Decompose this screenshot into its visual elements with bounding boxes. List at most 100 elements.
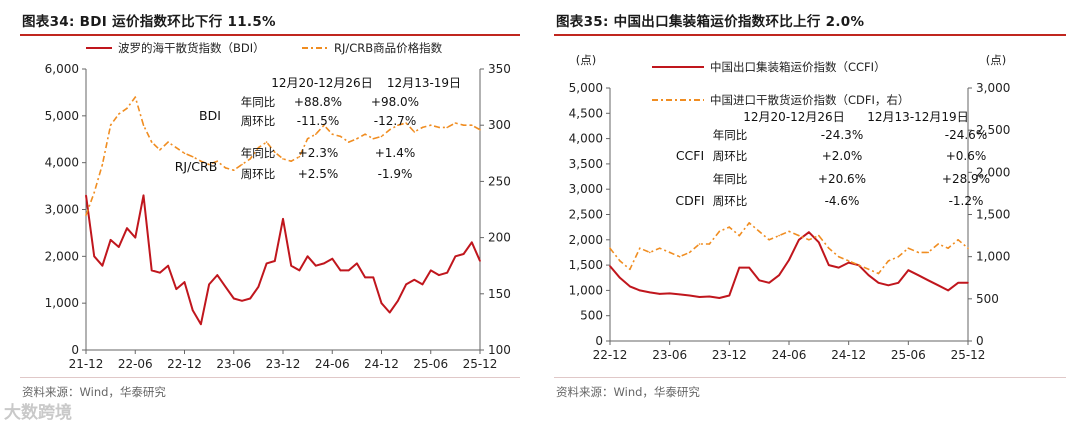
series-point xyxy=(708,295,711,298)
left-tick-label: 1,500 xyxy=(569,258,603,272)
series-point xyxy=(867,274,870,276)
legend-label: 中国出口集装箱运价指数（CCFI） xyxy=(710,60,886,74)
x-tick-label: 25-06 xyxy=(413,357,448,371)
series-point xyxy=(183,281,186,283)
series-point xyxy=(380,135,383,138)
x-tick-label: 24-12 xyxy=(364,357,399,371)
series-point xyxy=(274,151,276,153)
series-point xyxy=(421,126,424,129)
series-point xyxy=(257,146,260,149)
annotation-value: -11.5% xyxy=(297,114,339,128)
x-tick-label: 23-12 xyxy=(266,357,301,371)
series-point xyxy=(241,300,243,302)
series-point xyxy=(274,260,276,262)
series-point xyxy=(877,282,880,284)
series-point xyxy=(748,222,750,224)
annotation-value: -1.2% xyxy=(949,194,984,208)
left-tick-label: 500 xyxy=(580,309,603,323)
series-point xyxy=(837,266,840,269)
series-point xyxy=(134,96,137,98)
series-point xyxy=(897,282,900,284)
annotation-column-header: 12月20-12月26日 xyxy=(271,76,372,90)
series-point xyxy=(808,231,810,233)
series-point xyxy=(937,243,939,245)
series-point xyxy=(430,269,432,272)
x-tick-label: 25-12 xyxy=(463,357,498,371)
series-point xyxy=(282,218,284,220)
series-point xyxy=(462,124,465,126)
series-point xyxy=(947,289,949,292)
legend-label: RJ/CRB商品价格指数 xyxy=(334,41,443,55)
x-tick-label: 24-06 xyxy=(772,348,807,362)
series-point xyxy=(917,251,920,254)
series-point xyxy=(298,269,301,272)
series-point xyxy=(372,137,375,140)
right-tick-label: 2,000 xyxy=(976,165,1010,179)
x-tick-label: 25-12 xyxy=(951,348,986,362)
series-point xyxy=(698,296,701,298)
annotation-row-name: 年同比 xyxy=(241,146,276,160)
series-point xyxy=(688,294,691,297)
series-point xyxy=(282,158,284,160)
series-point xyxy=(479,128,481,131)
series-point xyxy=(315,133,317,135)
chart-title: 图表34: BDI 运价指数环比下行 11.5% xyxy=(22,14,276,30)
series-point xyxy=(249,297,251,300)
series-point xyxy=(446,126,449,129)
series-point xyxy=(778,274,780,276)
series-point xyxy=(828,264,830,266)
right-tick-label: 150 xyxy=(488,287,511,301)
series-point xyxy=(109,124,112,126)
series-point xyxy=(405,122,407,124)
legend-label: 中国进口干散货运价指数（CDFI，右） xyxy=(710,93,909,107)
series-point xyxy=(907,269,910,271)
annotation-value: -4.6% xyxy=(825,194,860,208)
series-point xyxy=(708,243,711,245)
series-point xyxy=(241,163,243,166)
series-point xyxy=(397,124,399,126)
series-point xyxy=(413,131,416,133)
series-point xyxy=(159,271,161,274)
series-point xyxy=(619,260,621,262)
left-tick-label: 0 xyxy=(71,343,79,357)
series-point xyxy=(658,247,661,249)
series-point xyxy=(430,124,432,126)
left-tick-label: 5,000 xyxy=(569,81,603,95)
series-point xyxy=(639,289,641,292)
annotation-group-label: CDFI xyxy=(675,193,704,208)
series-point xyxy=(668,292,671,295)
x-tick-label: 21-12 xyxy=(69,357,104,371)
left-tick-label: 4,000 xyxy=(569,132,603,146)
series-point xyxy=(471,124,473,126)
series-point xyxy=(768,239,770,241)
series-point xyxy=(649,291,651,294)
ccfi-chart-svg: 0 500 1,000 1,500 2,000 2,500 3,000 3,500 4,000 4… xyxy=(569,53,1011,362)
left-axis-unit: (点) xyxy=(576,53,596,67)
series-point xyxy=(224,286,227,288)
series-point xyxy=(298,155,301,158)
x-tick-label: 24-12 xyxy=(831,348,866,362)
series-point xyxy=(93,191,95,194)
series-point xyxy=(150,141,153,143)
series-point xyxy=(847,260,850,262)
right-tick-label: 2,500 xyxy=(976,123,1010,137)
annotation-value: +2.5% xyxy=(298,167,339,181)
annotation-value: +20.6% xyxy=(818,172,866,186)
series-point xyxy=(718,230,721,233)
series-point xyxy=(150,269,153,272)
series-point xyxy=(159,149,161,151)
series-point xyxy=(758,279,760,282)
series-point xyxy=(957,282,959,284)
left-tick-label: 4,500 xyxy=(569,106,603,120)
annotation-value: +2.3% xyxy=(298,146,339,160)
series-point xyxy=(339,135,342,138)
series-point xyxy=(208,283,210,286)
series-point xyxy=(798,234,800,237)
series-point xyxy=(290,160,293,162)
series-point xyxy=(678,255,681,258)
source-note: 资料来源：Wind，华泰研究 xyxy=(22,385,166,399)
left-tick-label: 1,000 xyxy=(45,296,79,310)
series-point xyxy=(688,251,691,254)
series-point xyxy=(257,286,260,288)
left-tick-label: 6,000 xyxy=(45,62,79,76)
